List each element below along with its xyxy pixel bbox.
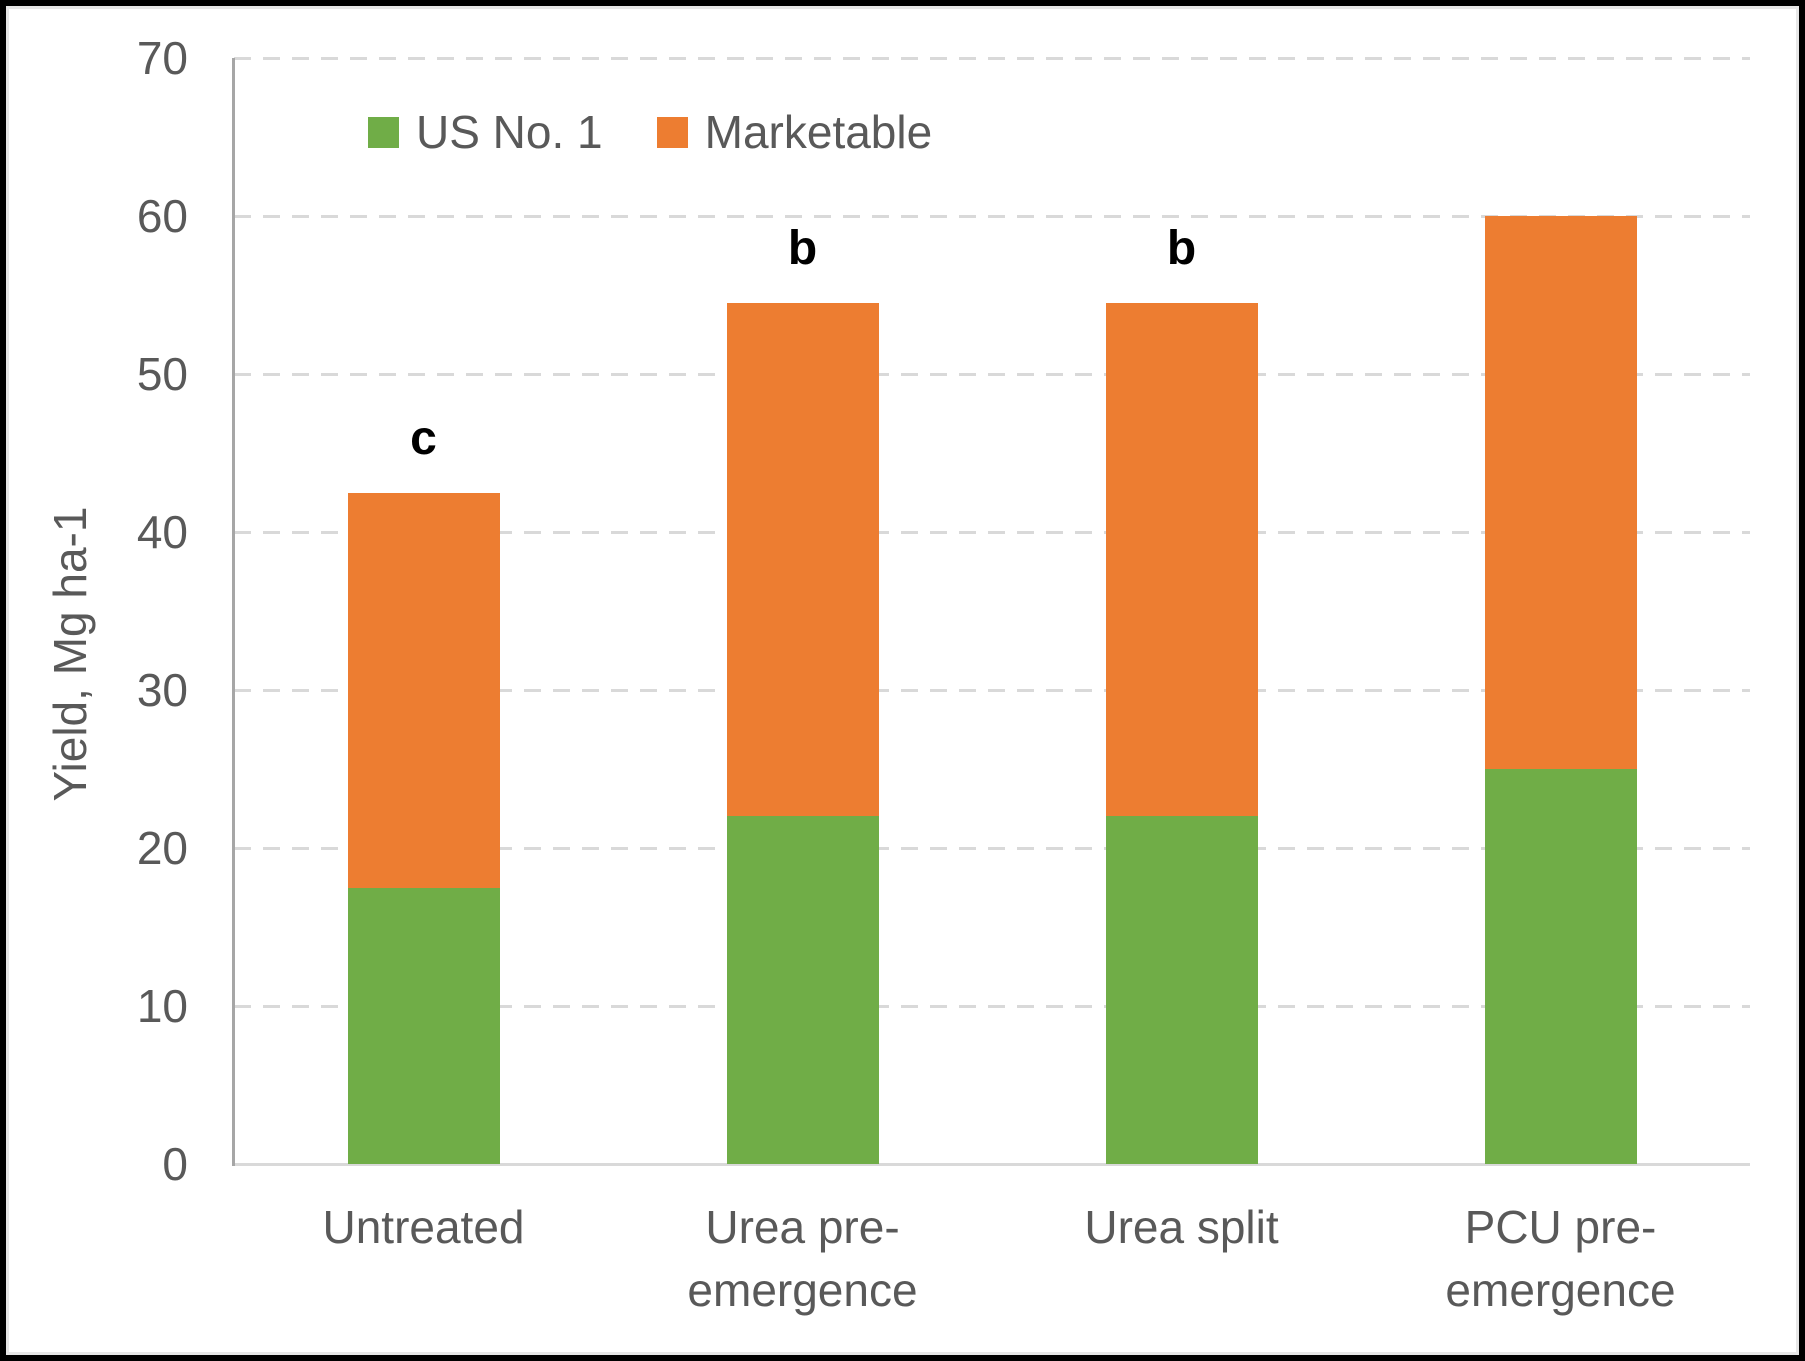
gridline-10 (234, 1005, 1750, 1008)
y-tick-label-10: 10 (136, 980, 188, 1032)
gridline-50 (234, 373, 1750, 376)
gridline-70 (234, 57, 1750, 60)
bar-1-marketable (347, 492, 500, 888)
x-category-label-1: Untreated (322, 1201, 525, 1253)
gridline-60 (234, 215, 1750, 218)
legend-label-us-no-1: US No. 1 (416, 106, 603, 158)
y-tick-label-20: 20 (136, 822, 188, 874)
bar-1-us-no-1 (347, 887, 500, 1164)
gridline-20 (234, 847, 1750, 850)
significance-letter-1: c (410, 411, 437, 465)
y-tick-label-50: 50 (136, 348, 188, 400)
significance-letter-2: b (787, 221, 818, 275)
y-tick-label-40: 40 (136, 506, 188, 558)
legend-item-us-no-1: US No. 1 (368, 105, 603, 159)
bar-4-us-no-1 (1484, 769, 1637, 1164)
bar-2-us-no-1 (726, 816, 879, 1164)
legend-swatch-green (368, 116, 399, 148)
legend-item-marketable: Marketable (656, 105, 933, 159)
x-category-label-4: PCU pre- emergence (1445, 1201, 1676, 1317)
y-tick-label-60: 60 (136, 190, 188, 242)
x-axis-line (234, 1163, 1750, 1166)
bar-2-marketable (726, 302, 879, 817)
bar-3-us-no-1 (1105, 816, 1258, 1164)
legend: US No. 1 Marketable (368, 106, 932, 158)
y-axis-line (232, 58, 235, 1166)
bar-4-marketable (1484, 216, 1637, 769)
gridline-30 (234, 689, 1750, 692)
bar-3-marketable (1105, 302, 1258, 817)
legend-label-marketable: Marketable (704, 106, 933, 158)
y-tick-label-30: 30 (136, 664, 188, 716)
legend-swatch-orange (656, 116, 688, 148)
y-tick-label-70: 70 (136, 32, 188, 84)
x-category-label-2: Urea pre- emergence (687, 1201, 918, 1317)
significance-letter-3: b (1166, 221, 1197, 275)
gridline-40 (234, 531, 1750, 534)
x-category-label-3: Urea split (1084, 1201, 1279, 1253)
y-tick-label-0: 0 (162, 1138, 188, 1190)
